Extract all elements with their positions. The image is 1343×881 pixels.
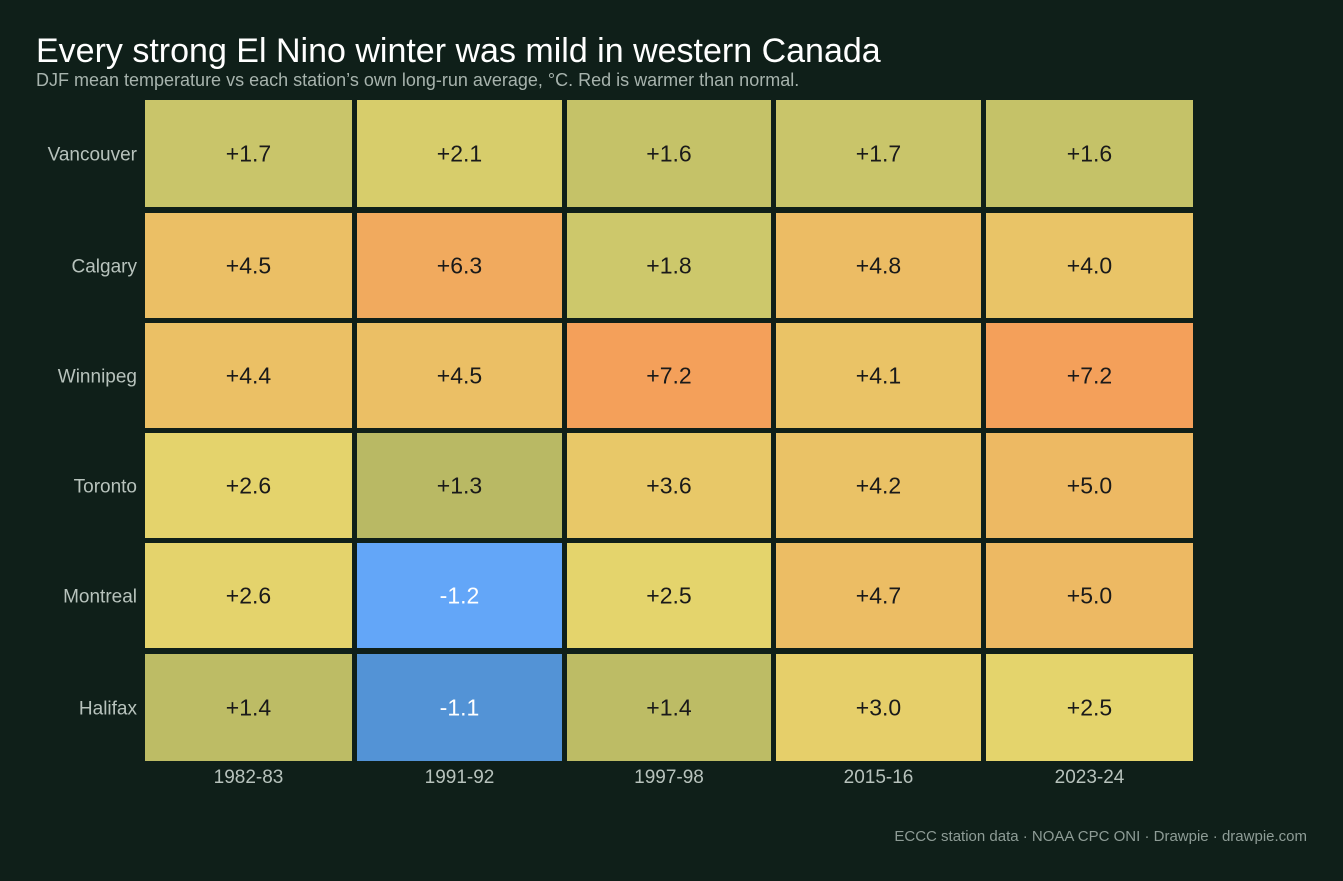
- heatmap-cell: [357, 213, 562, 318]
- cell-value-label: +4.7: [856, 583, 901, 609]
- heatmap-cell: [357, 323, 562, 428]
- cell-value-label: +1.4: [646, 695, 692, 721]
- cell-value-label: +4.8: [856, 253, 901, 279]
- row-label: Montreal: [63, 587, 137, 608]
- cell-value-label: +1.7: [856, 141, 901, 167]
- heatmap-cell: [357, 100, 562, 207]
- heatmap-cell: [567, 100, 771, 207]
- heatmap-cell: [986, 323, 1193, 428]
- cell-value-label: +1.6: [1067, 141, 1112, 167]
- heatmap-cell: [986, 100, 1193, 207]
- cell-value-label: +1.6: [646, 141, 691, 167]
- cell-value-label: +1.4: [226, 695, 272, 721]
- heatmap-cell: [776, 100, 981, 207]
- chart-subtitle: DJF mean temperature vs each station’s o…: [36, 70, 800, 90]
- heatmap-cell: [567, 213, 771, 318]
- source-note: ECCC station data · NOAA CPC ONI · Drawp…: [894, 828, 1307, 845]
- heatmap-cell: [776, 543, 981, 648]
- cell-value-label: -1.2: [440, 583, 480, 609]
- column-label: 1997-98: [634, 767, 704, 788]
- row-label: Calgary: [72, 257, 138, 278]
- heatmap-cell: [776, 323, 981, 428]
- row-label: Winnipeg: [58, 367, 137, 388]
- cell-value-label: +4.0: [1067, 253, 1112, 279]
- cell-value-label: +4.5: [226, 253, 271, 279]
- chart-title: Every strong El Nino winter was mild in …: [36, 32, 881, 70]
- heatmap-cell: [567, 433, 771, 538]
- heatmap-cell: [776, 213, 981, 318]
- column-label: 1982-83: [214, 767, 284, 788]
- heatmap-cell: [357, 433, 562, 538]
- row-label: Toronto: [74, 477, 137, 498]
- cell-value-label: +2.5: [646, 583, 691, 609]
- cell-value-label: +4.1: [856, 363, 901, 389]
- cell-value-label: +1.8: [646, 253, 691, 279]
- heatmap-cell: [986, 654, 1193, 761]
- column-label: 2023-24: [1055, 767, 1125, 788]
- heatmap-cell: [145, 654, 352, 761]
- heatmap-cell: [567, 323, 771, 428]
- cell-value-label: +5.0: [1067, 583, 1112, 609]
- heatmap-cell: [986, 433, 1193, 538]
- cell-value-label: +1.7: [226, 141, 271, 167]
- heatmap-cell: [776, 654, 981, 761]
- heatmap-cell: [567, 654, 771, 761]
- cell-value-label: +7.2: [1067, 363, 1112, 389]
- cell-value-label: +3.6: [646, 473, 691, 499]
- heatmap-cell: [567, 543, 771, 648]
- cell-value-label: +2.6: [226, 583, 271, 609]
- cell-value-label: -1.1: [440, 695, 480, 721]
- cell-value-label: +5.0: [1067, 473, 1112, 499]
- heatmap-cell: [145, 100, 352, 207]
- row-label: Vancouver: [48, 145, 138, 166]
- heatmap-cell: [776, 433, 981, 538]
- heatmap-cell: [986, 543, 1193, 648]
- cell-value-label: +6.3: [437, 253, 482, 279]
- cell-value-label: +7.2: [646, 363, 691, 389]
- heatmap-cell: [145, 543, 352, 648]
- column-label: 2015-16: [844, 767, 914, 788]
- cell-value-label: +4.4: [226, 363, 272, 389]
- column-label: 1991-92: [425, 767, 495, 788]
- heatmap-cell: [145, 323, 352, 428]
- cell-value-label: +2.6: [226, 473, 271, 499]
- cell-value-label: +2.1: [437, 141, 482, 167]
- cell-value-label: +3.0: [856, 695, 901, 721]
- row-label: Halifax: [79, 699, 138, 720]
- heatmap-cell: [986, 213, 1193, 318]
- cell-value-label: +2.5: [1067, 695, 1112, 721]
- heatmap-cell: [357, 543, 562, 648]
- cell-value-label: +1.3: [437, 473, 482, 499]
- heatmap-cell: [357, 654, 562, 761]
- cell-value-label: +4.2: [856, 473, 901, 499]
- cell-value-label: +4.5: [437, 363, 482, 389]
- heatmap-cell: [145, 433, 352, 538]
- heatmap-cell: [145, 213, 352, 318]
